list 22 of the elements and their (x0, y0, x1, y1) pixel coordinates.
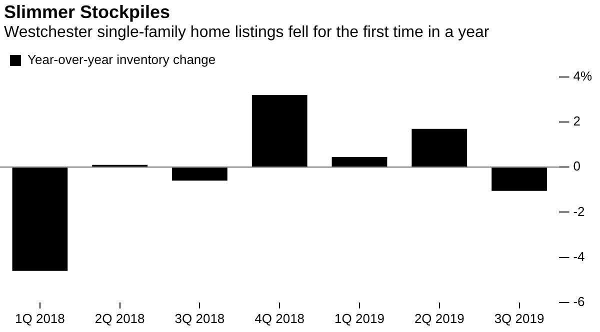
x-tick-label: 3Q 2018 (174, 310, 225, 326)
bar (412, 128, 468, 167)
bar (332, 157, 388, 167)
legend-label: Year-over-year inventory change (28, 52, 216, 68)
x-tick-label: 3Q 2019 (494, 310, 544, 326)
chart-subtitle: Westchester single-family home listings fell for the first time in a year (4, 24, 490, 42)
x-tick-label: 4Q 2018 (254, 310, 305, 326)
bar (492, 168, 547, 191)
bar (172, 168, 228, 181)
y-tick-label: 4% (573, 68, 592, 84)
chart-title: Slimmer Stockpiles (4, 2, 170, 23)
y-tick-label: -6 (573, 294, 585, 309)
x-tick-label: 2Q 2018 (94, 310, 145, 326)
x-tick-label: 2Q 2019 (414, 310, 464, 326)
y-tick-label: -2 (573, 204, 585, 219)
x-tick-label: 1Q 2018 (15, 310, 65, 326)
y-tick-label: 2 (573, 114, 580, 129)
bar (252, 95, 308, 167)
bar (12, 168, 68, 271)
y-tick-label: 0 (573, 158, 580, 174)
y-tick-label: -4 (573, 248, 585, 264)
x-tick-label: 1Q 2019 (334, 310, 384, 326)
